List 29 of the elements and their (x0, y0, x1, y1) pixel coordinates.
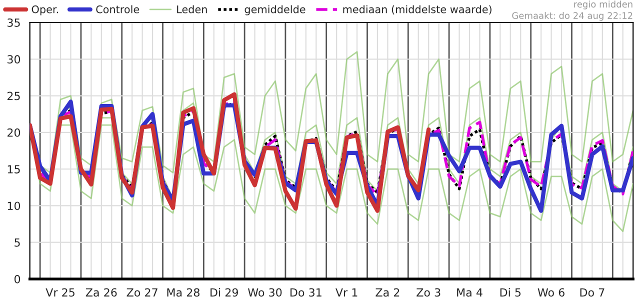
y-tick-label: 35 (8, 18, 20, 27)
y-tick-label: 15 (8, 165, 20, 174)
x-tick-label: Vr 1 (336, 288, 358, 296)
text: Gemaakt: do 24 aug 22:12 (512, 12, 632, 21)
x-tick-label: Vr 25 (46, 288, 74, 297)
text: regio midden (574, 0, 632, 10)
y-tick-label: 5 (14, 238, 20, 247)
x-tick-label: Do 31 (290, 288, 322, 297)
y-tick-label: 0 (14, 274, 20, 284)
x-tick-label: Di 29 (210, 288, 238, 297)
x-tick-label: Wo 30 (248, 288, 282, 297)
x-tick-label: Zo 27 (126, 288, 158, 297)
x-tick-label: Do 7 (580, 288, 604, 297)
x-tick-label: Di 5 (500, 288, 521, 297)
legend-label: gemiddelde (244, 5, 306, 16)
x-tick-label: Za 2 (376, 288, 400, 297)
y-tick-label: 30 (8, 55, 20, 64)
x-tick-label: Ma 4 (457, 288, 482, 297)
x-tick-label: Ma 28 (167, 288, 200, 297)
y-tick-label: 25 (7, 92, 20, 100)
x-tick-label: Zo 3 (416, 288, 440, 297)
legend-label: Oper. (32, 5, 58, 16)
x-tick-label: Wo 6 (538, 288, 564, 297)
x-tick-label: Za 26 (86, 288, 117, 297)
y-tick-label: 20 (7, 128, 20, 137)
legend-label: Leden (177, 5, 207, 14)
y-tick-label: 10 (8, 202, 20, 210)
legend-label: Controle (96, 5, 140, 14)
legend-label: mediaan (middelste waarde) (343, 5, 492, 14)
